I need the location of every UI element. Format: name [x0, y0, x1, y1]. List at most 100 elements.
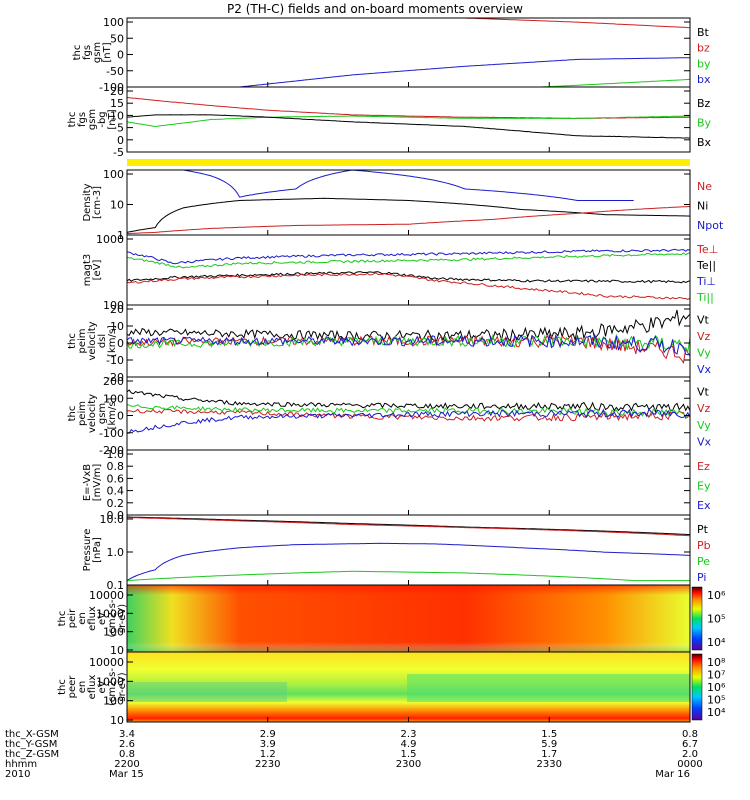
y-axis-label-line: thc: [67, 333, 78, 349]
series-ti-: [126, 252, 691, 269]
y-tick-label: 15: [110, 97, 124, 110]
series-vz: [126, 408, 691, 422]
y-tick-label: 100: [103, 299, 124, 312]
legend-te-: Te⊥: [696, 243, 718, 256]
ephemeris-footer: thc_X-GSMthc_Y-GSMthc_Z-GSMhhmm20103.42.…: [5, 729, 703, 780]
legend-pi: Pi: [697, 571, 706, 584]
footer-value: 2.3: [401, 729, 417, 740]
legend-pb: Pb: [697, 539, 711, 552]
footer-value: 1.5: [541, 729, 557, 740]
series-bz: [127, 17, 691, 29]
colorbar: [691, 586, 703, 651]
y-axis-label-line: sr-eV): [117, 672, 128, 701]
y-axis-label-line: E=-VxB: [82, 464, 93, 501]
y-axis-label-line: [nT]: [102, 42, 113, 62]
series-vy: [126, 333, 691, 354]
footer-value: 1.7: [541, 749, 557, 760]
legend-vx: Vx: [697, 363, 712, 376]
panel-6: 200 100 0 -100 -200 Vt Vz Vy Vx thc peim velocity gs…: [67, 375, 712, 457]
y-axis-label: magt3 [eV]: [82, 254, 103, 287]
y-tick-label: 1.0: [107, 546, 125, 559]
y-tick-label: 20: [110, 85, 124, 98]
colorbar-tick-label: 10⁵: [707, 694, 725, 707]
y-axis-label: E=-VxB [mV/m]: [82, 464, 103, 502]
y-axis-label-line: sr-eV): [117, 604, 128, 633]
y-axis-label: thc fgs gsm -bg [nT]: [67, 109, 118, 130]
colorbar-tick-label: 10⁴: [707, 706, 726, 719]
y-axis-label: thc peim velocity gsm [km/s]: [67, 394, 118, 433]
series-vt: [126, 309, 691, 342]
legend-ez: Ez: [697, 460, 710, 473]
y-tick-label: -100: [99, 81, 124, 94]
legend-by: By: [697, 117, 712, 130]
legend-ti-: Ti||: [696, 291, 714, 304]
yellow-status-bar: [127, 159, 690, 166]
y-tick-label: 100: [103, 695, 124, 708]
y-axis-label-line: thc: [67, 112, 78, 128]
series-vx: [126, 332, 691, 356]
legend-ni: Ni: [697, 200, 708, 213]
legend-ex: Ex: [697, 499, 711, 512]
y-tick-label: 100: [103, 626, 124, 639]
colorbar-tick-label: 10⁷: [707, 669, 725, 682]
footer-value: 2.6: [119, 739, 135, 750]
y-axis-label-line: (cm2-s-: [107, 599, 118, 637]
footer-value: Mar 15: [109, 769, 144, 780]
legend-bt: Bt: [697, 26, 710, 39]
y-axis-label-line: magt3: [82, 254, 93, 287]
legend-vy: Vy: [697, 346, 711, 359]
colorbar-tick-label: 10⁶: [707, 589, 726, 602]
panel-1: 100 50 0 -50 -100 Bt bz by bx thc fgs gsm [nT]: [72, 16, 711, 94]
y-axis-label: thc fgs gsm [nT]: [72, 42, 113, 63]
footer-value: 2330: [537, 759, 562, 770]
y-axis-label-line: (cm2-s-: [107, 668, 118, 706]
legend-ti-: Ti⊥: [696, 275, 716, 288]
y-tick-label: 0: [117, 410, 124, 423]
series-te-: [126, 271, 691, 284]
legend-vz: Vz: [697, 402, 711, 415]
y-tick-label: 10: [110, 714, 124, 727]
footer-value: 4.9: [401, 739, 417, 750]
footer-value: 2200: [114, 759, 139, 770]
y-axis-label-line: dsl: [97, 334, 108, 348]
series-te-: [126, 272, 691, 300]
series-ni: [126, 197, 691, 233]
y-tick-label: 100: [103, 392, 124, 405]
legend-vx: Vx: [697, 436, 712, 449]
y-axis-label-line: thc: [57, 679, 68, 695]
series-vx: [126, 408, 691, 434]
y-axis-label-line: Pressure: [82, 529, 93, 572]
colorbar-tick-label: 10⁶: [707, 681, 726, 694]
y-axis-label-line: [km/s]: [107, 397, 118, 429]
y-tick-label: 10.0: [100, 513, 125, 526]
y-tick-label: 1: [117, 229, 124, 242]
legend-ne: Ne: [697, 180, 712, 193]
y-axis-label-line: eflux: [87, 606, 98, 631]
series-vz: [126, 333, 691, 364]
footer-label: 2010: [5, 769, 30, 780]
panel-4: 1000 100 Te⊥ Te|| Ti⊥ Ti|| magt3 [eV]: [82, 233, 718, 312]
colorbar-tick-label: 10⁴: [707, 636, 726, 649]
y-axis-label-line: peim: [77, 401, 88, 426]
legend-vy: Vy: [697, 419, 711, 432]
y-axis-label: thc peir en eflux eV (cm2-s-sr-eV): [57, 599, 128, 637]
y-tick-label: 0: [117, 337, 124, 350]
y-tick-label: 0: [117, 134, 124, 147]
y-axis-label-line: [eV]: [92, 260, 103, 281]
legend-bz: bz: [697, 42, 710, 55]
series-vt: [126, 389, 691, 414]
footer-value: 2230: [255, 759, 280, 770]
y-tick-label: 10: [110, 199, 124, 212]
panel-9: 10⁶ 10⁵ 10⁴ 10000 1000 100 10 thc peir en eflux eV(…: [57, 584, 726, 657]
legend-ey: Ey: [697, 480, 711, 493]
legend-vz: Vz: [697, 330, 711, 343]
colorbar-tick-label: 10⁵: [707, 613, 725, 626]
y-tick-label: 0: [117, 49, 124, 62]
footer-label: thc_Y-GSM: [5, 739, 57, 750]
y-axis-label-line: peim: [77, 328, 88, 353]
panel-3: 100 10 1 Ne Ni Npot Density [cm-3]: [82, 168, 724, 242]
spectrogram-band: [127, 682, 287, 702]
y-axis-label-line: thc: [67, 406, 78, 422]
